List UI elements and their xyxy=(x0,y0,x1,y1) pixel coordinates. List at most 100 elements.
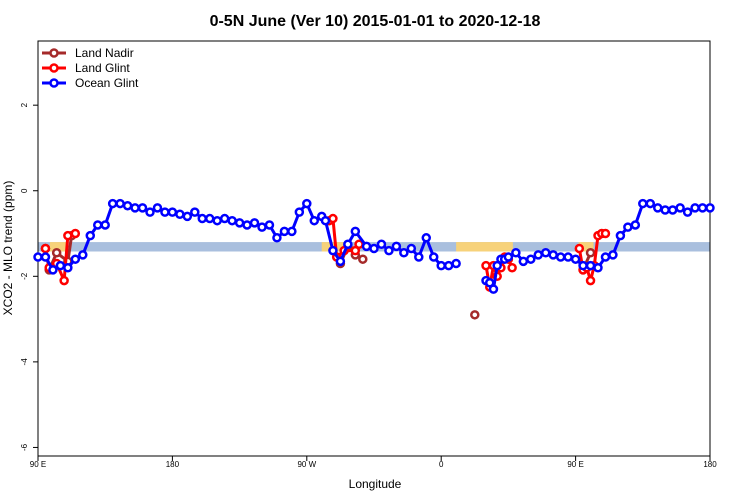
point-ocean-glint xyxy=(406,243,417,254)
point-ocean-glint xyxy=(92,220,103,230)
point-ocean-glint xyxy=(638,198,648,209)
point-land-glint xyxy=(70,228,81,239)
point-ocean-glint xyxy=(63,263,73,273)
point-ocean-glint xyxy=(115,198,125,209)
y-axis-label: XCO2 - MLO trend (ppm) xyxy=(1,181,15,316)
point-ocean-glint xyxy=(697,203,708,213)
y-tick-label: 0 xyxy=(20,188,29,193)
x-tick-label: 90 E xyxy=(30,460,46,469)
chart-title: 0-5N June (Ver 10) 2015-01-01 to 2020-12… xyxy=(210,13,541,30)
x-axis: 90 E 180 90 W 0 90 E 180 xyxy=(30,456,717,469)
point-ocean-glint xyxy=(376,239,387,249)
point-ocean-glint xyxy=(204,213,215,224)
point-ocean-glint xyxy=(555,252,566,262)
point-ocean-glint xyxy=(384,245,394,256)
y-tick-label: -4 xyxy=(20,358,29,366)
point-ocean-glint xyxy=(630,220,641,230)
plot-frame xyxy=(37,40,711,457)
series-ocean-glint xyxy=(33,198,715,294)
point-ocean-glint xyxy=(361,241,372,252)
legend-label: Land Glint xyxy=(75,61,130,75)
point-ocean-glint xyxy=(436,260,446,271)
point-land-glint xyxy=(59,275,69,286)
y-tick-label: 2 xyxy=(20,102,29,107)
point-ocean-glint xyxy=(563,252,573,262)
point-ocean-glint xyxy=(660,205,670,215)
point-ocean-glint xyxy=(585,260,596,271)
point-land-glint xyxy=(481,260,491,271)
legend-marker xyxy=(49,63,59,73)
x-tick-label: 90 E xyxy=(567,460,583,469)
point-ocean-glint xyxy=(540,248,551,258)
point-ocean-glint xyxy=(70,254,81,264)
point-ocean-glint xyxy=(227,215,237,226)
legend-marker xyxy=(49,78,59,88)
legend-item-ocean-glint: Ocean Glint xyxy=(42,76,139,90)
point-ocean-glint xyxy=(443,260,454,271)
point-ocean-glint xyxy=(335,256,346,267)
land-band-segment xyxy=(49,242,68,252)
point-ocean-glint xyxy=(272,233,282,243)
point-ocean-glint xyxy=(428,252,439,262)
point-ocean-glint xyxy=(40,252,51,262)
point-ocean-glint xyxy=(212,215,222,226)
point-ocean-glint xyxy=(675,203,685,213)
point-ocean-glint xyxy=(190,207,200,217)
point-land-glint xyxy=(328,213,338,224)
point-ocean-glint xyxy=(645,198,656,209)
point-ocean-glint xyxy=(600,252,611,262)
point-ocean-glint xyxy=(264,220,275,230)
legend-item-land-glint: Land Glint xyxy=(42,61,130,75)
point-ocean-glint xyxy=(249,218,260,228)
point-ocean-glint xyxy=(350,226,361,237)
point-land-glint xyxy=(40,243,51,254)
point-ocean-glint xyxy=(391,241,402,252)
point-ocean-glint xyxy=(652,203,663,213)
point-ocean-glint xyxy=(343,239,353,249)
y-axis: 2 0 -2 -4 -6 xyxy=(20,102,38,451)
point-ocean-glint xyxy=(242,220,252,230)
point-ocean-glint xyxy=(234,218,245,228)
point-ocean-glint xyxy=(503,252,514,262)
point-ocean-glint xyxy=(182,211,193,222)
point-land-nadir xyxy=(585,248,596,258)
point-ocean-glint xyxy=(100,220,110,230)
legend-item-land-nadir: Land Nadir xyxy=(42,46,134,60)
point-ocean-glint xyxy=(320,215,331,226)
point-land-nadir xyxy=(51,248,62,258)
point-ocean-glint xyxy=(570,254,581,264)
point-ocean-glint xyxy=(421,233,432,243)
point-ocean-glint xyxy=(488,284,499,294)
point-ocean-glint xyxy=(197,213,208,224)
point-land-glint xyxy=(63,230,73,241)
point-ocean-glint xyxy=(287,226,297,237)
point-ocean-glint xyxy=(145,207,155,217)
legend-label: Ocean Glint xyxy=(75,76,139,90)
point-ocean-glint xyxy=(257,222,267,232)
series-line-ocean-glint xyxy=(38,202,457,272)
point-land-glint xyxy=(507,263,517,273)
point-ocean-glint xyxy=(511,248,521,258)
point-land-glint xyxy=(600,228,611,239)
point-ocean-glint xyxy=(309,215,320,226)
legend-label: Land Nadir xyxy=(75,46,134,60)
point-ocean-glint xyxy=(705,203,715,213)
point-ocean-glint xyxy=(608,250,618,260)
point-ocean-glint xyxy=(152,203,163,213)
point-land-glint xyxy=(585,275,596,286)
point-ocean-glint xyxy=(615,230,626,241)
point-ocean-glint xyxy=(294,207,305,217)
point-ocean-glint xyxy=(682,207,693,217)
legend-marker xyxy=(49,48,59,58)
point-ocean-glint xyxy=(593,263,603,273)
y-tick-label: -2 xyxy=(20,272,29,280)
point-ocean-glint xyxy=(137,203,148,213)
point-ocean-glint xyxy=(399,248,409,258)
point-ocean-glint xyxy=(578,260,588,271)
series-layer xyxy=(33,198,715,320)
point-ocean-glint xyxy=(451,258,461,269)
point-land-nadir xyxy=(358,254,368,264)
point-ocean-glint xyxy=(302,198,312,209)
point-ocean-glint xyxy=(369,243,379,254)
